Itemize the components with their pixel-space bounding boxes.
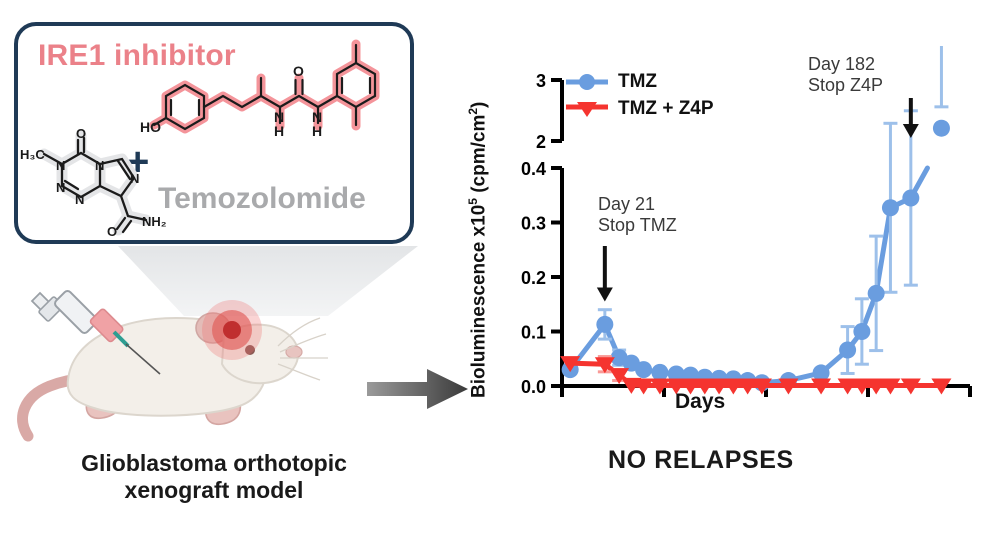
nh-right-n-label: N bbox=[312, 109, 322, 125]
bioluminescence-chart: Bioluminescence x105 (cpm/cm2) 0.0 0.1 0.2… bbox=[460, 46, 996, 474]
y-axis-label-units-end: ) bbox=[468, 101, 490, 108]
annotation-stop-tmz-line1: Day 21 bbox=[598, 194, 656, 214]
data-point bbox=[881, 199, 899, 217]
amide-o-label: O bbox=[107, 224, 117, 239]
data-point bbox=[839, 341, 857, 359]
data-point bbox=[778, 378, 799, 395]
data-point bbox=[560, 356, 581, 373]
ring-n5-label: N bbox=[130, 171, 139, 186]
data-point bbox=[723, 378, 744, 395]
y-tick-label-upper: 3 bbox=[536, 71, 546, 91]
data-point bbox=[811, 378, 832, 395]
nh-right-h-label: H bbox=[312, 123, 322, 139]
data-point bbox=[635, 361, 653, 379]
data-point bbox=[596, 315, 614, 333]
data-point bbox=[709, 378, 730, 395]
annotation-stop-z4p: Day 182 Stop Z4P bbox=[808, 54, 883, 95]
data-point bbox=[694, 378, 715, 395]
y-axis-label-units: (cpm/cm bbox=[468, 114, 490, 199]
chart-legend: TMZ TMZ + Z4P bbox=[564, 68, 714, 122]
legend-marker-triangle-icon bbox=[564, 98, 610, 120]
model-caption: Glioblastoma orthotopic xenograft model bbox=[14, 450, 414, 504]
y-axis-label-main: Bioluminescence x10 bbox=[468, 204, 490, 398]
ire1-inhibitor-title: IRE1 inhibitor bbox=[38, 39, 236, 72]
annotation-stop-tmz: Day 21 Stop TMZ bbox=[598, 194, 677, 235]
ring-n2-label: N bbox=[56, 180, 65, 195]
no-relapses-caption: NO RELAPSES bbox=[608, 446, 794, 474]
mouse-whiskers bbox=[277, 317, 328, 381]
data-point bbox=[902, 189, 920, 207]
legend-item-tmz-z4p[interactable]: TMZ + Z4P bbox=[564, 95, 714, 122]
legend-marker-circle-icon bbox=[564, 71, 610, 93]
nh-left-n-label: N bbox=[274, 109, 284, 125]
ring-n3-label: N bbox=[75, 192, 84, 207]
model-caption-line1: Glioblastoma orthotopic bbox=[81, 450, 347, 476]
y-tick-label: 0.2 bbox=[521, 268, 546, 288]
annotation-stop-tmz-line2: Stop TMZ bbox=[598, 214, 677, 235]
urea-oxygen-label: O bbox=[293, 63, 304, 79]
y-axis-label: Bioluminescence x105 (cpm/cm2) bbox=[466, 38, 492, 398]
amide-nh2-label: NH₂ bbox=[142, 214, 167, 229]
data-point bbox=[867, 284, 885, 302]
ire1-inhibitor-structure-icon: HO O N H N H bbox=[140, 39, 380, 139]
x-tick-label: 200 bbox=[953, 403, 986, 406]
data-point bbox=[880, 378, 901, 395]
data-point bbox=[651, 363, 669, 381]
plot-area: 0.0 0.1 0.2 0.3 0.4 2 3 0 50 100 150 200 bbox=[521, 46, 987, 406]
mouse-eye bbox=[245, 345, 255, 355]
data-point bbox=[666, 378, 687, 395]
legend-item-tmz[interactable]: TMZ bbox=[564, 68, 714, 95]
ring-n4-label: N bbox=[95, 158, 104, 173]
data-point bbox=[851, 378, 872, 395]
data-point bbox=[649, 378, 670, 395]
series-tmz-z4p bbox=[560, 355, 952, 395]
data-point bbox=[900, 378, 921, 395]
x-tick-label: 0 bbox=[556, 403, 567, 406]
tumor-center-icon bbox=[223, 321, 241, 339]
data-point bbox=[812, 364, 830, 382]
x-tick-label: 150 bbox=[851, 403, 884, 406]
x-tick-label: 100 bbox=[749, 403, 782, 406]
data-point bbox=[837, 378, 858, 395]
temozolomide-structure-icon: H₃C O N N N N N O NH₂ bbox=[20, 128, 167, 239]
ring-n1-label: N bbox=[56, 158, 65, 173]
hydroxyl-label: HO bbox=[140, 119, 161, 135]
data-point bbox=[932, 119, 950, 137]
data-point bbox=[751, 378, 772, 395]
y-tick-label: 0.0 bbox=[521, 377, 546, 397]
data-point bbox=[594, 357, 615, 374]
data-point bbox=[931, 378, 952, 395]
legend-label-tmz: TMZ bbox=[618, 70, 658, 92]
arrow-stop-tmz bbox=[596, 246, 613, 302]
y-axis-label-units-sup: 2 bbox=[466, 107, 480, 115]
data-point bbox=[633, 378, 654, 395]
temozolomide-label: Temozolomide bbox=[158, 182, 366, 215]
data-point bbox=[853, 323, 871, 340]
arrow-stop-z4p bbox=[902, 98, 919, 138]
data-point bbox=[866, 378, 887, 395]
data-point bbox=[609, 368, 630, 385]
data-point bbox=[737, 378, 758, 395]
data-point bbox=[680, 378, 701, 395]
nh-left-h-label: H bbox=[274, 123, 284, 139]
legend-label-tmz-z4p: TMZ + Z4P bbox=[618, 97, 714, 119]
syringe-icon bbox=[30, 290, 161, 375]
data-point bbox=[667, 365, 685, 383]
y-tick-label: 0.4 bbox=[521, 159, 546, 179]
methyl-label: H₃C bbox=[20, 147, 45, 162]
annotation-stop-z4p-line1: Day 182 bbox=[808, 54, 876, 74]
y-axis-label-sup: 5 bbox=[466, 198, 480, 205]
x-axis-label: Days bbox=[675, 390, 726, 413]
y-tick-label: 0.1 bbox=[521, 323, 546, 343]
x-tick-label: 50 bbox=[653, 403, 675, 406]
mouse-illustration bbox=[17, 290, 328, 442]
right-arrow-icon bbox=[367, 369, 468, 409]
annotation-stop-z4p-line2: Stop Z4P bbox=[808, 74, 884, 95]
carbonyl-o-label: O bbox=[76, 128, 86, 141]
y-tick-label-upper: 2 bbox=[536, 132, 546, 152]
model-caption-line2: xenograft model bbox=[124, 477, 304, 504]
y-tick-label: 0.3 bbox=[521, 214, 546, 234]
